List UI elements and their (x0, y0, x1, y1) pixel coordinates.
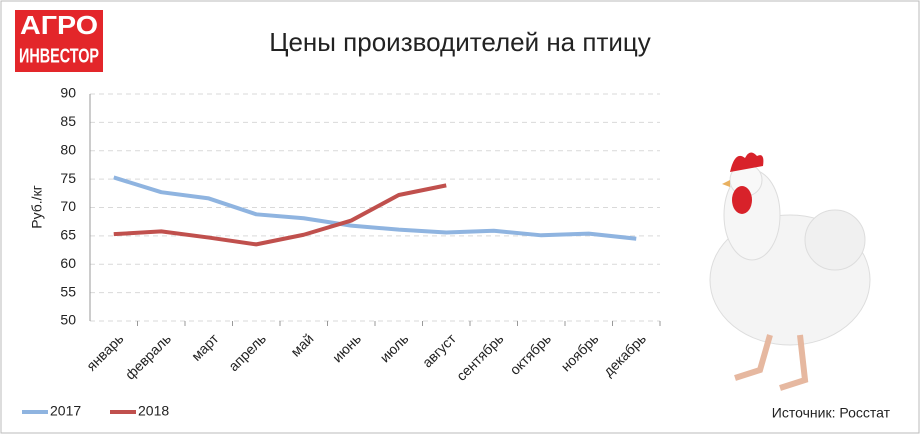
y-tick-label: 85 (60, 113, 76, 129)
y-tick-label: 60 (60, 255, 76, 271)
logo-text: АГРО (20, 10, 98, 40)
line-series (113, 175, 637, 241)
y-tick-label: 90 (60, 85, 76, 101)
chicken (709, 152, 871, 391)
y-tick-label: 80 (60, 141, 76, 157)
y-tick-label: 65 (60, 227, 76, 243)
y-tick-label: 50 (60, 312, 76, 328)
y-axis-label: Руб./кг (29, 185, 45, 229)
y-tick-label: 55 (60, 283, 76, 299)
y-tick-label: 75 (60, 170, 76, 186)
legend-label: 2018 (138, 403, 169, 419)
logo-text: ИНВЕСТОР (19, 45, 99, 67)
legend-label: 2017 (50, 403, 81, 419)
y-tick-label: 70 (60, 198, 76, 214)
logo-box (15, 10, 103, 72)
chart-title: Цены производителей на птицу (269, 27, 651, 57)
source: Источник: Росстат (772, 405, 891, 421)
line-series (113, 183, 447, 247)
